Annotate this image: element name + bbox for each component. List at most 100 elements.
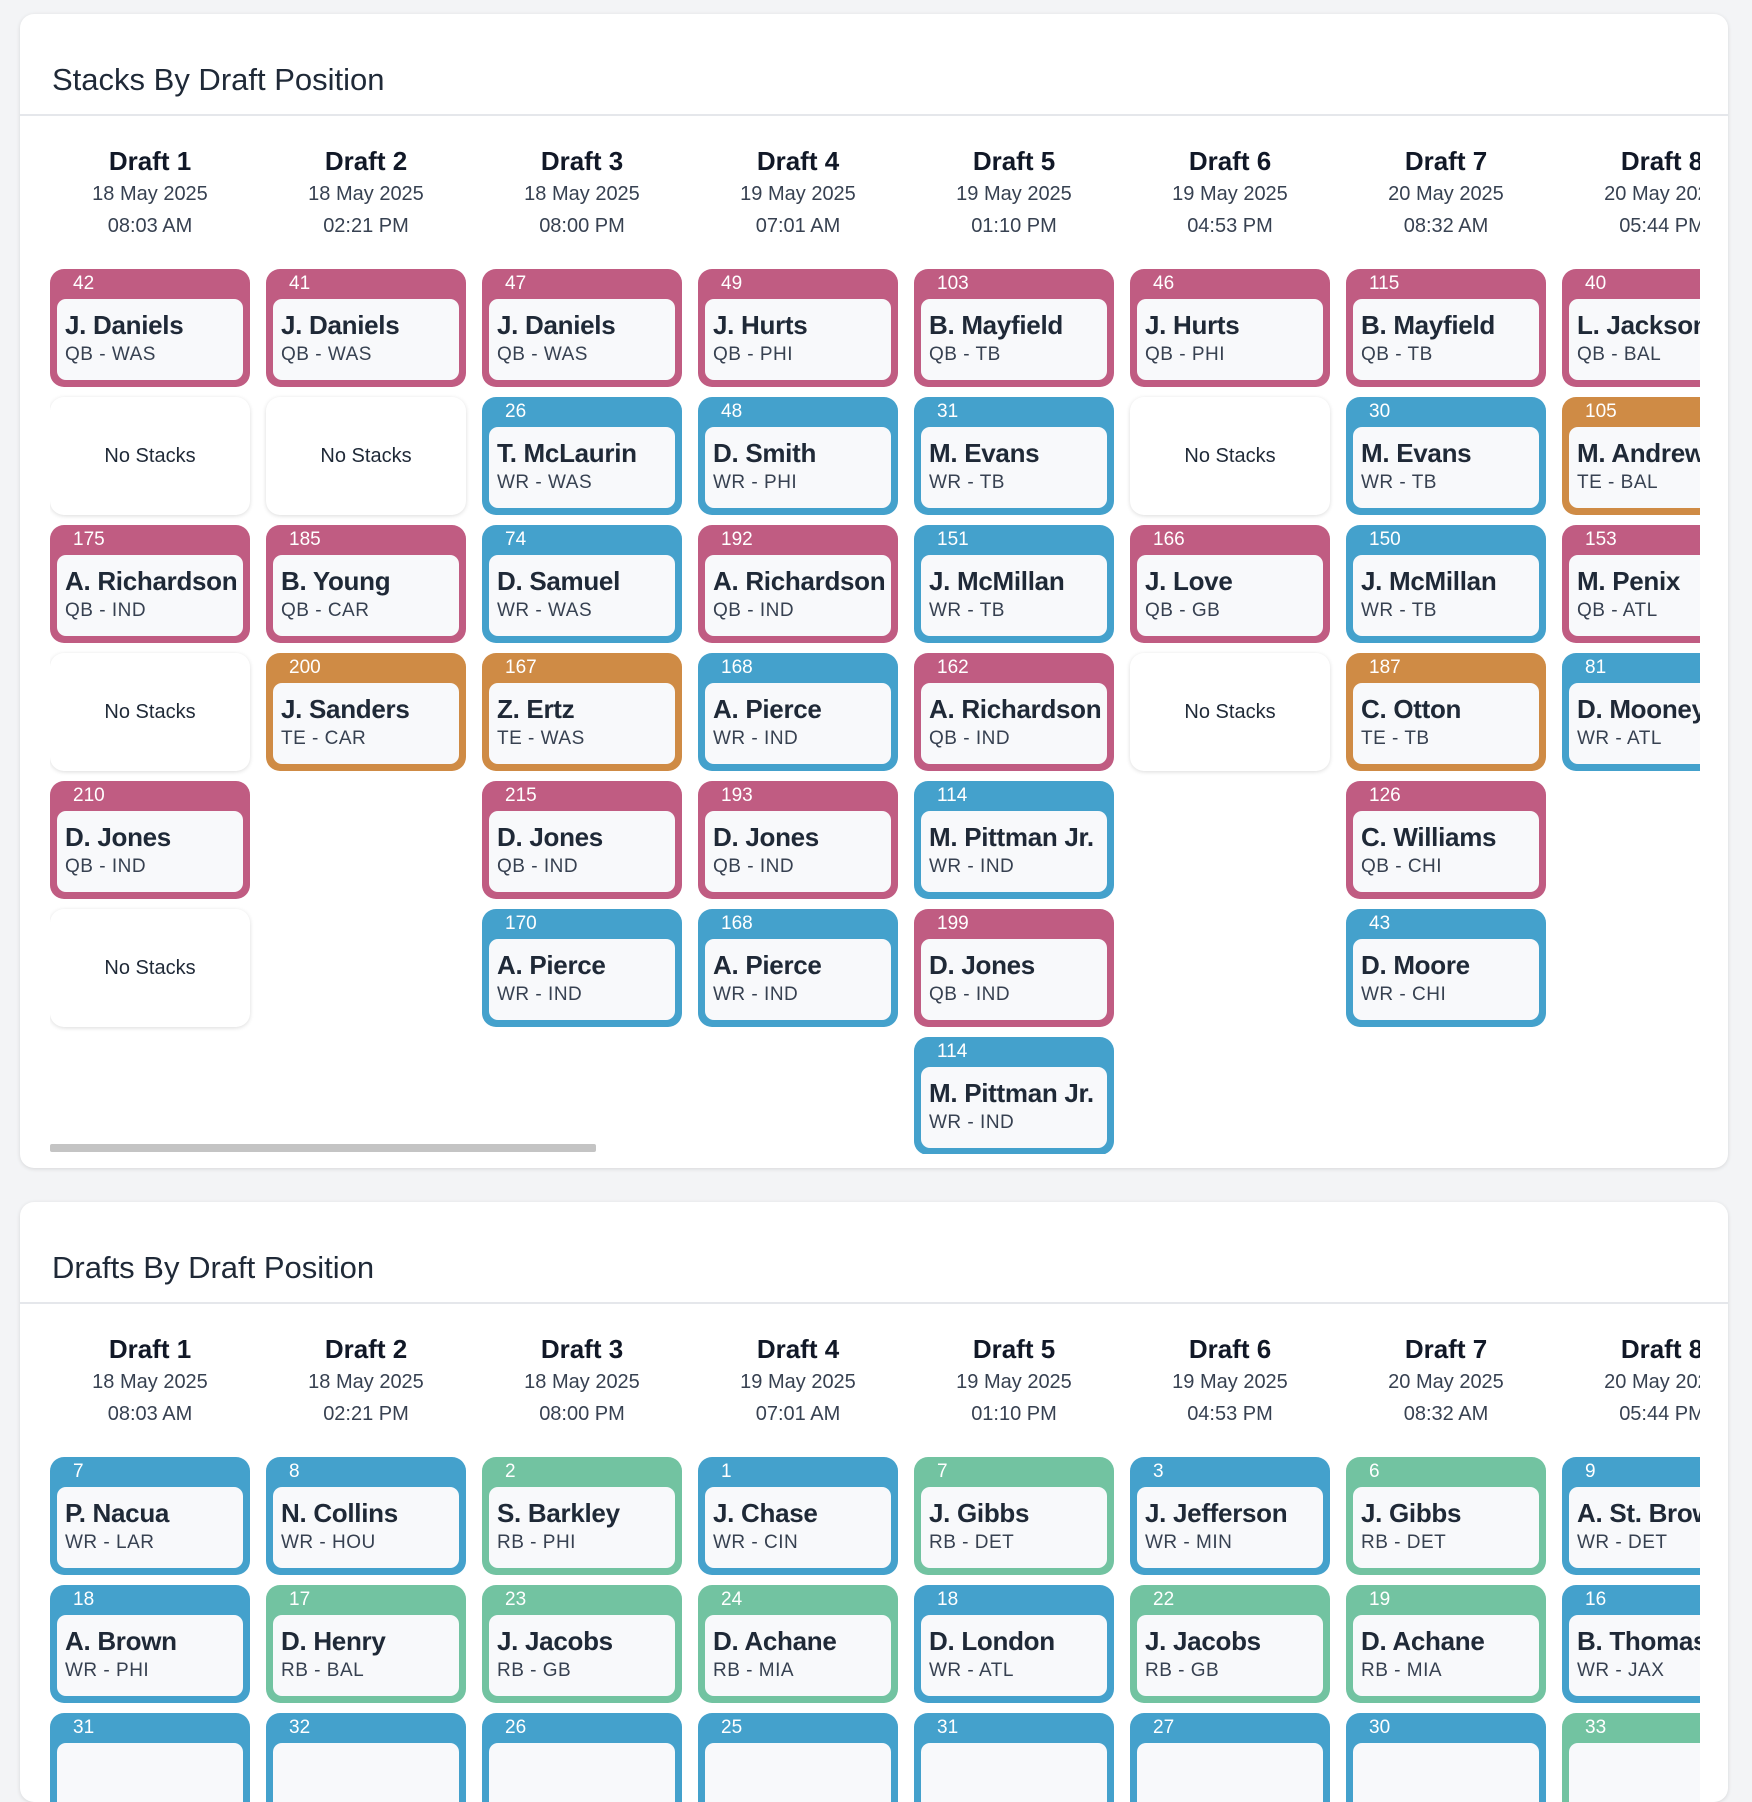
draft-title[interactable]: Draft 5 — [972, 146, 1056, 176]
draft-title[interactable]: Draft 6 — [1188, 146, 1272, 176]
player-card[interactable]: 193 D. Jones QB - IND — [698, 781, 898, 899]
stacks-horizontal-scrollbar[interactable] — [50, 1144, 596, 1152]
player-card-body: M. Andrews TE - BAL — [1569, 427, 1700, 508]
player-card[interactable]: 215 D. Jones QB - IND — [482, 781, 682, 899]
player-card[interactable]: 170 A. Pierce WR - IND — [482, 909, 682, 1027]
player-card[interactable]: 9 A. St. Brown WR - DET — [1562, 1457, 1700, 1575]
player-card[interactable]: 31 — [50, 1713, 250, 1802]
player-card[interactable]: 199 D. Jones QB - IND — [914, 909, 1114, 1027]
draft-title[interactable]: Draft 1 — [108, 1334, 192, 1364]
player-card[interactable]: 150 J. McMillan WR - TB — [1346, 525, 1546, 643]
player-card[interactable]: 32 — [266, 1713, 466, 1802]
pick-number: 192 — [721, 529, 753, 550]
player-card[interactable]: 74 D. Samuel WR - WAS — [482, 525, 682, 643]
draft-title[interactable]: Draft 8 — [1620, 1334, 1700, 1364]
player-card[interactable]: 200 J. Sanders TE - CAR — [266, 653, 466, 771]
player-card[interactable]: 47 J. Daniels QB - WAS — [482, 269, 682, 387]
player-card[interactable]: 27 — [1130, 1713, 1330, 1802]
player-card[interactable]: 19 D. Achane RB - MIA — [1346, 1585, 1546, 1703]
player-card[interactable]: 151 J. McMillan WR - TB — [914, 525, 1114, 643]
player-card[interactable]: 43 D. Moore WR - CHI — [1346, 909, 1546, 1027]
pick-number: 41 — [289, 273, 311, 294]
player-card[interactable]: 40 L. Jackson QB - BAL — [1562, 269, 1700, 387]
draft-title[interactable]: Draft 5 — [972, 1334, 1056, 1364]
player-card[interactable]: 1 J. Chase WR - CIN — [698, 1457, 898, 1575]
player-card[interactable]: 153 M. Penix QB - ATL — [1562, 525, 1700, 643]
draft-title[interactable]: Draft 1 — [108, 146, 192, 176]
draft-title[interactable]: Draft 2 — [324, 1334, 408, 1364]
draft-title[interactable]: Draft 2 — [324, 146, 408, 176]
draft-title[interactable]: Draft 3 — [540, 1334, 624, 1364]
player-position-team: QB - BAL — [1577, 344, 1662, 365]
player-card[interactable]: 115 B. Mayfield QB - TB — [1346, 269, 1546, 387]
player-card[interactable]: 17 D. Henry RB - BAL — [266, 1585, 466, 1703]
stacks-panel: Stacks By Draft Position Draft 1 18 May 2… — [20, 14, 1728, 1168]
pick-number: 115 — [1369, 273, 1400, 294]
player-card[interactable]: 18 D. London WR - ATL — [914, 1585, 1114, 1703]
player-card[interactable]: 6 J. Gibbs RB - DET — [1346, 1457, 1546, 1575]
player-card[interactable]: 30 — [1346, 1713, 1546, 1802]
player-card[interactable]: 31 — [914, 1713, 1114, 1802]
draft-title[interactable]: Draft 7 — [1404, 1334, 1488, 1364]
draft-title[interactable]: Draft 6 — [1188, 1334, 1272, 1364]
player-card[interactable]: 16 B. Thomas WR - JAX — [1562, 1585, 1700, 1703]
draft-title[interactable]: Draft 8 — [1620, 146, 1700, 176]
player-card[interactable]: 114 M. Pittman Jr. WR - IND — [914, 781, 1114, 899]
player-card[interactable]: 166 J. Love QB - GB — [1130, 525, 1330, 643]
player-name: Z. Ertz — [497, 694, 575, 724]
player-card-body: D. Moore WR - CHI — [1353, 939, 1539, 1020]
player-card[interactable]: 210 D. Jones QB - IND — [50, 781, 250, 899]
pick-number: 25 — [721, 1717, 743, 1738]
draft-column: Draft 7 20 May 2025 08:32 AM 6 J. Gibbs RB - … — [1346, 1332, 1546, 1802]
draft-time: 08:00 PM — [539, 215, 625, 237]
player-card[interactable]: 49 J. Hurts QB - PHI — [698, 269, 898, 387]
player-card[interactable]: 24 D. Achane RB - MIA — [698, 1585, 898, 1703]
player-card[interactable]: 7 P. Nacua WR - LAR — [50, 1457, 250, 1575]
player-card[interactable]: 7 J. Gibbs RB - DET — [914, 1457, 1114, 1575]
player-card[interactable]: 167 Z. Ertz TE - WAS — [482, 653, 682, 771]
player-card[interactable]: 23 J. Jacobs RB - GB — [482, 1585, 682, 1703]
draft-date: 20 May 2025 — [1388, 1371, 1504, 1393]
player-card[interactable]: 26 — [482, 1713, 682, 1802]
player-card[interactable]: 126 C. Williams QB - CHI — [1346, 781, 1546, 899]
player-card[interactable]: 168 A. Pierce WR - IND — [698, 653, 898, 771]
draft-time: 08:00 PM — [539, 1403, 625, 1425]
draft-title[interactable]: Draft 4 — [756, 1334, 840, 1364]
player-card[interactable]: 105 M. Andrews TE - BAL — [1562, 397, 1700, 515]
draft-title[interactable]: Draft 7 — [1404, 146, 1488, 176]
player-card[interactable]: 2 S. Barkley RB - PHI — [482, 1457, 682, 1575]
player-card[interactable]: 114 M. Pittman Jr. WR - IND — [914, 1037, 1114, 1154]
pick-number: 48 — [721, 401, 743, 422]
draft-title[interactable]: Draft 4 — [756, 146, 840, 176]
player-card[interactable]: 41 J. Daniels QB - WAS — [266, 269, 466, 387]
drafts-scroll-area[interactable]: Draft 1 18 May 2025 08:03 AM 7 P. Nacua WR - … — [50, 1332, 1700, 1802]
player-position-team: QB - IND — [713, 856, 795, 877]
player-name: M. Pittman Jr. — [929, 1078, 1094, 1108]
player-card[interactable]: 25 — [698, 1713, 898, 1802]
player-card[interactable]: 8 N. Collins WR - HOU — [266, 1457, 466, 1575]
player-name: C. Otton — [1361, 694, 1462, 724]
player-card[interactable]: 42 J. Daniels QB - WAS — [50, 269, 250, 387]
player-position-team: QB - CHI — [1361, 856, 1443, 877]
player-card[interactable]: 162 A. Richardson QB - IND — [914, 653, 1114, 771]
player-card[interactable]: 3 J. Jefferson WR - MIN — [1130, 1457, 1330, 1575]
player-card[interactable]: 168 A. Pierce WR - IND — [698, 909, 898, 1027]
player-position-team: RB - DET — [1361, 1532, 1447, 1553]
player-card[interactable]: 22 J. Jacobs RB - GB — [1130, 1585, 1330, 1703]
player-card[interactable]: 26 T. McLaurin WR - WAS — [482, 397, 682, 515]
player-card[interactable]: 185 B. Young QB - CAR — [266, 525, 466, 643]
player-card[interactable]: 103 B. Mayfield QB - TB — [914, 269, 1114, 387]
draft-title[interactable]: Draft 3 — [540, 146, 624, 176]
stacks-scroll-area[interactable]: Draft 1 18 May 2025 08:03 AM 42 J. Daniels QB… — [50, 144, 1700, 1154]
player-card[interactable]: 192 A. Richardson QB - IND — [698, 525, 898, 643]
player-card[interactable]: 81 D. Mooney WR - ATL — [1562, 653, 1700, 771]
player-card[interactable]: 18 A. Brown WR - PHI — [50, 1585, 250, 1703]
player-card[interactable]: 30 M. Evans WR - TB — [1346, 397, 1546, 515]
player-card[interactable]: 46 J. Hurts QB - PHI — [1130, 269, 1330, 387]
player-card[interactable]: 48 D. Smith WR - PHI — [698, 397, 898, 515]
player-card[interactable]: 33 — [1562, 1713, 1700, 1802]
player-card[interactable]: 175 A. Richardson QB - IND — [50, 525, 250, 643]
player-name: D. Jones — [929, 950, 1035, 980]
player-card[interactable]: 31 M. Evans WR - TB — [914, 397, 1114, 515]
player-card[interactable]: 187 C. Otton TE - TB — [1346, 653, 1546, 771]
